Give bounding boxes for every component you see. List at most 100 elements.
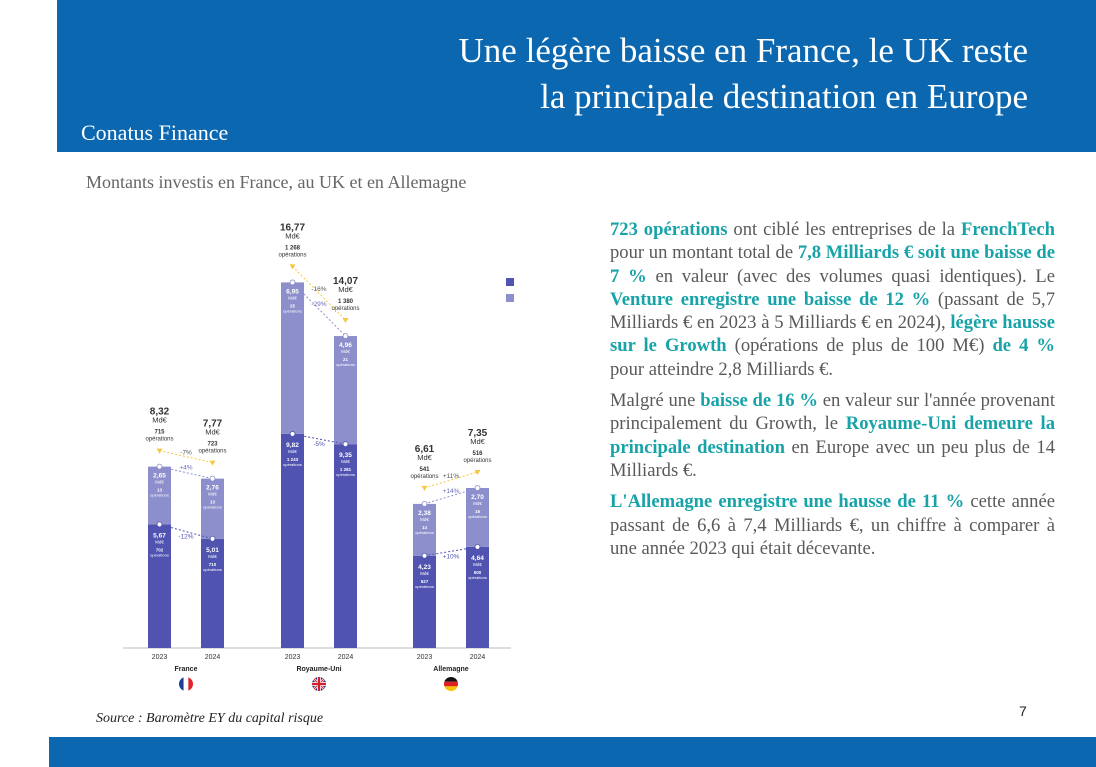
text-run-p2-2: en valeur sur l'année provenant principa… bbox=[610, 390, 1055, 435]
year-tick-label: 2023 bbox=[152, 654, 168, 661]
total-unit-label: Md€ bbox=[338, 285, 353, 294]
group-label: France bbox=[175, 666, 198, 673]
ops-count-venture: 1 243 bbox=[287, 457, 299, 462]
venture-point bbox=[421, 552, 428, 559]
growth-point bbox=[342, 333, 349, 339]
change-growth-label: +14% bbox=[443, 488, 460, 495]
chart-subtitle: Montants investis en France, au UK et en… bbox=[86, 172, 467, 192]
bar-venture bbox=[466, 546, 489, 648]
change-venture-label: +10% bbox=[443, 553, 460, 560]
page-title: Une légère baisse en France, le UK reste… bbox=[228, 28, 1028, 120]
text-run-p2-1: baisse de 16 % bbox=[700, 390, 818, 412]
unit-label-venture: Md€ bbox=[288, 449, 297, 454]
total-ops-word: opérations bbox=[198, 449, 226, 455]
ops-word-venture: opérations bbox=[150, 552, 169, 557]
data-label-venture: 9,35 bbox=[339, 452, 352, 459]
trend-line-venture bbox=[159, 523, 213, 540]
ops-word-growth: opérations bbox=[336, 362, 355, 367]
growth-point bbox=[474, 485, 481, 491]
text-run-p2-0: Malgré une bbox=[610, 390, 701, 412]
paragraph-uk: Malgré une baisse de 16 % en valeur sur … bbox=[610, 389, 1055, 482]
data-label-growth: 2,70 bbox=[471, 494, 484, 501]
ops-count-venture: 702 bbox=[156, 547, 164, 552]
bar-venture bbox=[281, 433, 304, 648]
trend-line-total bbox=[424, 471, 478, 489]
text-run-p1-0: 723 opérations bbox=[610, 219, 728, 240]
unit-label-growth: Md€ bbox=[341, 349, 350, 354]
total-value-label: 8,32 bbox=[150, 407, 170, 418]
ops-count-venture: 527 bbox=[421, 579, 429, 584]
trend-line-growth bbox=[292, 282, 346, 337]
uk-flag bbox=[312, 677, 326, 691]
text-run-p1-5: en valeur (avec des volumes quasi identi… bbox=[646, 265, 1055, 287]
unit-label-venture: Md€ bbox=[473, 562, 482, 567]
text-run-p1-6: Venture enregistre une baisse de 12 % bbox=[610, 288, 931, 310]
ops-word-venture: opérations bbox=[336, 472, 355, 477]
total-ops-word: opérations bbox=[463, 458, 491, 464]
year-tick-label: 2023 bbox=[417, 654, 433, 661]
ops-word-venture: opérations bbox=[283, 462, 302, 467]
text-run-p1-7: (passant de 5,7 Milliards € en 2023 à 5 … bbox=[610, 288, 1055, 334]
paragraph-germany: L'Allemagne enregistre une hausse de 11 … bbox=[610, 490, 1055, 560]
unit-label-venture: Md€ bbox=[341, 459, 350, 464]
bar-growth bbox=[466, 487, 489, 547]
data-label-growth: 2,38 bbox=[418, 510, 431, 517]
ops-count-growth: 13 bbox=[157, 488, 163, 493]
footer-band bbox=[49, 737, 1096, 767]
bar-growth bbox=[334, 336, 357, 445]
data-label-venture: 4,23 bbox=[418, 564, 431, 571]
paragraph-france: 723 opérations ont ciblé les entreprises… bbox=[610, 218, 1055, 381]
source-note: Source : Baromètre EY du capital risque bbox=[96, 711, 324, 726]
page-title-line-1: Une légère baisse en France, le UK reste bbox=[458, 31, 1028, 70]
ops-count-growth: 14 bbox=[422, 525, 428, 530]
total-value-label: 7,77 bbox=[203, 419, 223, 430]
total-ops-count: 516 bbox=[472, 451, 483, 457]
total-value-label: 6,61 bbox=[415, 444, 435, 455]
ops-word-growth: opérations bbox=[468, 514, 487, 519]
venture-point bbox=[156, 521, 163, 528]
unit-label-growth: Md€ bbox=[208, 492, 217, 497]
total-ops-count: 1 268 bbox=[285, 245, 301, 251]
group-label: Allemagne bbox=[433, 666, 469, 673]
ops-word-growth: opérations bbox=[283, 308, 302, 313]
ops-count-growth: 21 bbox=[343, 357, 349, 362]
text-run-p2-4: en Europe avec un peu plus de 14 Milliar… bbox=[610, 436, 1055, 481]
data-label-venture: 4,64 bbox=[471, 555, 484, 562]
unit-label-venture: Md€ bbox=[155, 539, 164, 544]
total-value-label: 7,35 bbox=[468, 428, 488, 439]
bar-growth bbox=[281, 282, 304, 434]
text-run-p1-8: légère hausse sur le Growth bbox=[610, 312, 1055, 357]
data-label-venture: 9,82 bbox=[286, 442, 299, 449]
germany-flag bbox=[444, 677, 458, 691]
text-run-p1-9: (opérations de plus de 100 M€) bbox=[726, 335, 993, 357]
data-label-growth: 2,65 bbox=[153, 473, 166, 480]
data-label-growth: 2,76 bbox=[206, 485, 219, 492]
total-ops-count: 715 bbox=[154, 430, 165, 436]
page-title-line-2: la principale destination en Europe bbox=[540, 77, 1028, 116]
text-run-p1-10: de 4 % bbox=[992, 335, 1055, 357]
change-venture-label: -12% bbox=[178, 534, 193, 541]
bar-venture bbox=[201, 538, 224, 648]
brand-name: Conatus Finance bbox=[81, 120, 229, 145]
total-ops-count: 541 bbox=[419, 467, 430, 473]
year-tick-label: 2024 bbox=[205, 654, 221, 661]
header-band: Une légère baisse en France, le UK reste… bbox=[57, 0, 1096, 152]
unit-label-growth: Md€ bbox=[420, 517, 429, 522]
trend-line-venture bbox=[424, 546, 478, 557]
trend-line-growth bbox=[424, 487, 478, 505]
change-total-label: -16% bbox=[311, 286, 326, 293]
trend-line-venture bbox=[292, 433, 346, 445]
ops-word-venture: opérations bbox=[468, 575, 487, 580]
total-ops-word: opérations bbox=[278, 252, 306, 258]
ops-word-growth: opérations bbox=[150, 493, 169, 498]
total-marker-arrow bbox=[342, 318, 349, 324]
year-tick-label: 2024 bbox=[338, 654, 354, 661]
total-unit-label: Md€ bbox=[285, 231, 300, 240]
ops-count-venture: 500 bbox=[474, 570, 482, 575]
total-ops-word: opérations bbox=[410, 474, 438, 480]
change-total-label: -7% bbox=[180, 450, 192, 457]
legend-swatch-growth bbox=[506, 294, 514, 302]
total-value-label: 14,07 bbox=[333, 276, 358, 287]
total-unit-label: Md€ bbox=[417, 453, 432, 462]
venture-point bbox=[474, 543, 481, 550]
